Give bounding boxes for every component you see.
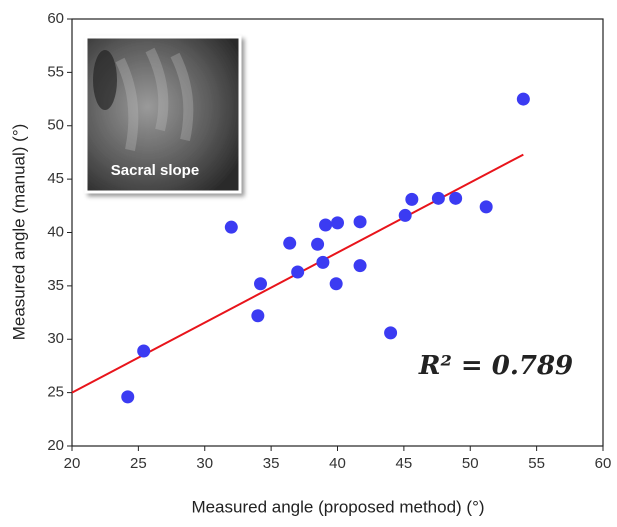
point bbox=[405, 192, 419, 206]
point bbox=[398, 208, 412, 222]
point bbox=[311, 237, 325, 251]
point bbox=[291, 265, 305, 279]
point bbox=[224, 220, 238, 234]
x-tick-label: 60 bbox=[595, 455, 612, 472]
point bbox=[137, 344, 151, 358]
y-tick-label: 60 bbox=[47, 10, 64, 27]
point bbox=[516, 92, 530, 106]
annotation: R² = 0.789 bbox=[418, 351, 573, 381]
point bbox=[331, 216, 344, 230]
point bbox=[251, 309, 265, 323]
point bbox=[384, 326, 398, 340]
point bbox=[121, 390, 135, 404]
point bbox=[254, 277, 268, 291]
y-tick-label: 40 bbox=[47, 223, 64, 240]
inset-image: Sacral slope bbox=[84, 35, 242, 194]
y-axis-label: Measured angle (manual) (°) bbox=[9, 124, 28, 341]
x-axis-label: Measured angle (proposed method) (°) bbox=[191, 497, 484, 516]
x-tick-label: 35 bbox=[263, 455, 280, 472]
point bbox=[353, 259, 367, 273]
point bbox=[319, 218, 333, 232]
x-tick-label: 50 bbox=[462, 455, 479, 472]
point bbox=[329, 277, 343, 291]
y-tick-label: 55 bbox=[47, 63, 64, 80]
x-tick-label: 40 bbox=[329, 455, 346, 472]
point bbox=[479, 200, 493, 214]
x-tick-label: 20 bbox=[64, 455, 81, 472]
x-tick-label: 25 bbox=[130, 455, 147, 472]
y-tick-label: 50 bbox=[47, 117, 64, 134]
point bbox=[353, 215, 367, 229]
x-tick-label: 45 bbox=[396, 455, 413, 472]
point bbox=[316, 255, 330, 269]
y-tick-label: 20 bbox=[47, 437, 64, 454]
y-tick-label: 30 bbox=[47, 330, 64, 347]
y-tick-label: 35 bbox=[47, 277, 64, 294]
point bbox=[283, 236, 297, 250]
y-tick-label: 45 bbox=[47, 170, 64, 187]
point bbox=[449, 191, 463, 205]
y-tick-label: 25 bbox=[47, 384, 64, 401]
point bbox=[431, 191, 445, 205]
inset-label: Sacral slope bbox=[111, 162, 199, 179]
x-tick-label: 55 bbox=[528, 455, 545, 472]
x-tick-label: 30 bbox=[196, 455, 213, 472]
